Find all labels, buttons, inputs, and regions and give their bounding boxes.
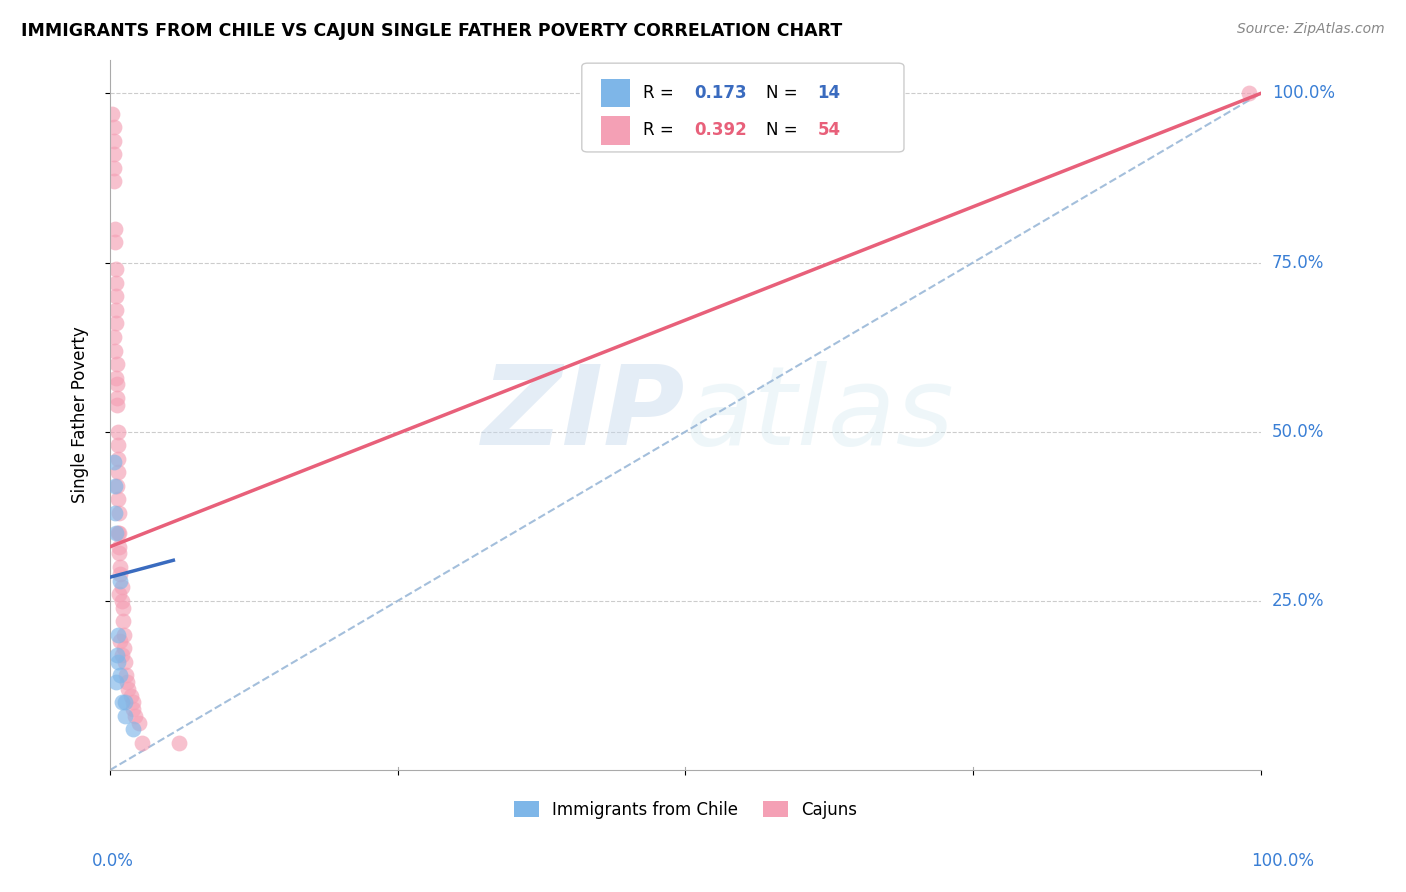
Text: R =: R =	[643, 121, 679, 139]
Point	[105, 357, 128, 371]
Point	[108, 540, 131, 554]
Point	[107, 465, 129, 479]
Text: IMMIGRANTS FROM CHILE VS CAJUN SINGLE FATHER POVERTY CORRELATION CHART: IMMIGRANTS FROM CHILE VS CAJUN SINGLE FA…	[21, 22, 842, 40]
Text: R =: R =	[643, 84, 679, 102]
Point	[108, 526, 131, 541]
Text: 0.173: 0.173	[695, 84, 747, 102]
Text: 75.0%: 75.0%	[1272, 253, 1324, 271]
Text: Source: ZipAtlas.com: Source: ZipAtlas.com	[1237, 22, 1385, 37]
Point	[103, 330, 125, 344]
Point	[107, 628, 129, 642]
Text: 100.0%: 100.0%	[1272, 85, 1334, 103]
Point	[115, 668, 138, 682]
Point	[111, 614, 134, 628]
Point	[105, 648, 128, 662]
Point	[120, 689, 142, 703]
Point	[104, 370, 127, 384]
Point	[107, 492, 129, 507]
Point	[104, 235, 127, 250]
Point	[110, 695, 132, 709]
Y-axis label: Single Father Poverty: Single Father Poverty	[72, 326, 89, 503]
Text: 50.0%: 50.0%	[1272, 423, 1324, 441]
Text: N =: N =	[766, 121, 803, 139]
Point	[122, 695, 145, 709]
Point	[110, 560, 132, 574]
Point	[107, 655, 129, 669]
Point	[104, 526, 127, 541]
Point	[104, 276, 127, 290]
Point	[167, 736, 190, 750]
Point	[108, 506, 131, 520]
Point	[103, 120, 125, 135]
FancyBboxPatch shape	[602, 78, 630, 107]
FancyBboxPatch shape	[582, 63, 904, 152]
Point	[103, 134, 125, 148]
Point	[110, 566, 132, 581]
Point	[124, 709, 146, 723]
FancyBboxPatch shape	[602, 116, 630, 145]
Point	[110, 668, 132, 682]
Point	[114, 695, 136, 709]
Point	[107, 425, 129, 439]
Text: 0.392: 0.392	[695, 121, 748, 139]
Point	[103, 147, 125, 161]
Point	[110, 580, 132, 594]
Point	[114, 655, 136, 669]
Point	[114, 709, 136, 723]
Point	[128, 715, 150, 730]
Point	[110, 594, 132, 608]
Legend: Immigrants from Chile, Cajuns: Immigrants from Chile, Cajuns	[506, 794, 863, 826]
Point	[104, 506, 127, 520]
Point	[105, 391, 128, 405]
Point	[1237, 87, 1260, 101]
Text: 25.0%: 25.0%	[1272, 592, 1324, 610]
Point	[117, 681, 139, 696]
Point	[110, 634, 132, 648]
Point	[110, 648, 132, 662]
Point	[101, 106, 124, 120]
Point	[104, 262, 127, 277]
Point	[104, 221, 127, 235]
Point	[104, 479, 127, 493]
Text: ZIP: ZIP	[482, 361, 685, 468]
Point	[112, 641, 135, 656]
Text: 54: 54	[818, 121, 841, 139]
Point	[122, 723, 145, 737]
Point	[122, 702, 145, 716]
Point	[103, 161, 125, 175]
Point	[108, 587, 131, 601]
Text: 14: 14	[818, 84, 841, 102]
Point	[103, 455, 125, 469]
Point	[103, 174, 125, 188]
Point	[104, 289, 127, 303]
Text: 0.0%: 0.0%	[91, 852, 134, 870]
Point	[105, 479, 128, 493]
Point	[111, 600, 134, 615]
Point	[131, 736, 153, 750]
Point	[108, 547, 131, 561]
Point	[107, 526, 129, 541]
Point	[105, 377, 128, 392]
Point	[104, 343, 127, 358]
Point	[107, 438, 129, 452]
Point	[110, 574, 132, 588]
Point	[104, 317, 127, 331]
Point	[105, 398, 128, 412]
Point	[107, 451, 129, 466]
Point	[104, 302, 127, 317]
Text: N =: N =	[766, 84, 803, 102]
Point	[104, 675, 127, 690]
Point	[112, 628, 135, 642]
Point	[117, 675, 139, 690]
Text: atlas: atlas	[685, 361, 955, 468]
Text: 100.0%: 100.0%	[1251, 852, 1315, 870]
